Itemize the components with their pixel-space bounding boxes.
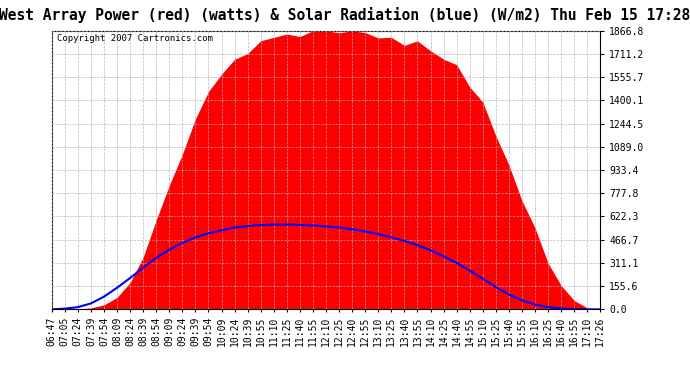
Text: West Array Power (red) (watts) & Solar Radiation (blue) (W/m2) Thu Feb 15 17:28: West Array Power (red) (watts) & Solar R… [0, 8, 690, 23]
Text: Copyright 2007 Cartronics.com: Copyright 2007 Cartronics.com [57, 33, 213, 42]
